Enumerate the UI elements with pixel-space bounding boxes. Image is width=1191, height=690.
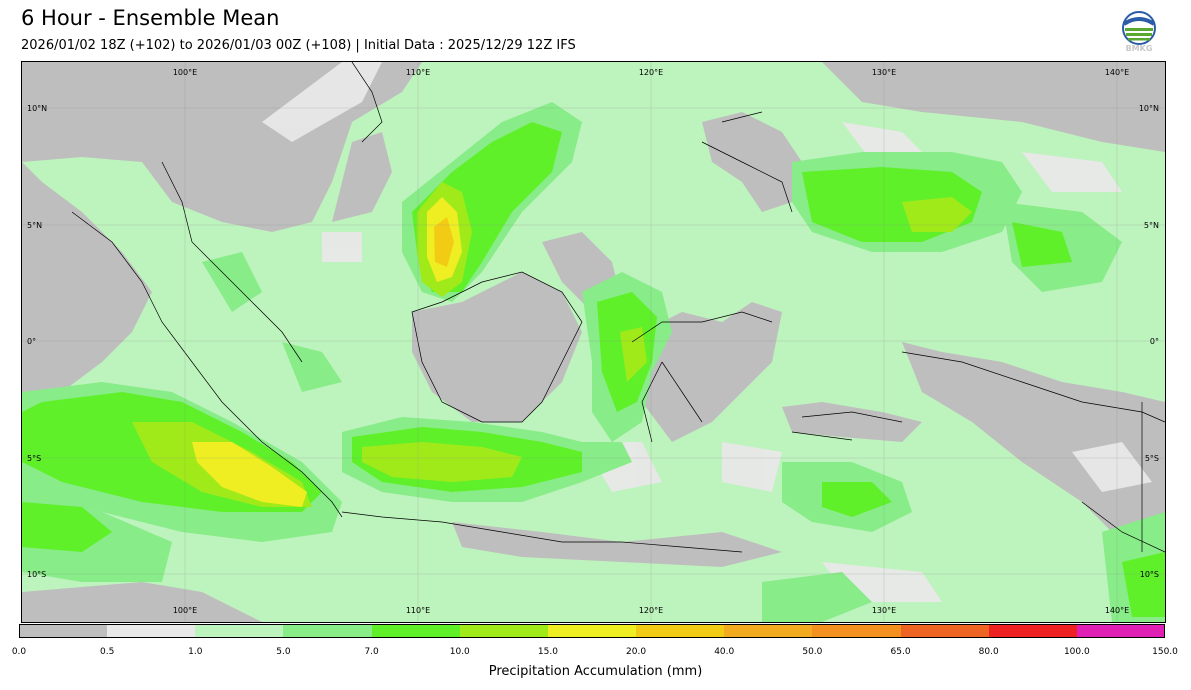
lat-label-right-0: 0° xyxy=(1150,337,1159,346)
colorbar-segment xyxy=(988,624,1078,638)
colorbar-tick-label: 80.0 xyxy=(978,647,999,657)
lon-label-top-100: 100°E xyxy=(173,68,197,77)
colorbar-segment xyxy=(547,624,637,638)
gold-areas xyxy=(434,217,454,267)
gridlines xyxy=(22,62,1165,622)
colorbar-tick-label: 65.0 xyxy=(890,647,911,657)
lon-label-top-110: 110°E xyxy=(406,68,430,77)
colorbar-segment xyxy=(283,624,373,638)
colorbar-tick-label: 20.0 xyxy=(626,647,647,657)
lon-label-top-130: 130°E xyxy=(872,68,896,77)
precipitation-map: 100°E 110°E 120°E 130°E 140°E 100°E 110°… xyxy=(21,61,1166,623)
colorbar-tick-label: 15.0 xyxy=(537,647,558,657)
colorbar-tick-label: 150.0 xyxy=(1152,647,1178,657)
lat-label-right-10s: 10°S xyxy=(1140,570,1159,579)
chart-subtitle: 2026/01/02 18Z (+102) to 2026/01/03 00Z … xyxy=(21,38,576,53)
colorbar-label: Precipitation Accumulation (mm) xyxy=(488,664,703,679)
lat-label-left-5n: 5°N xyxy=(27,221,42,230)
colorbar-segment xyxy=(900,624,990,638)
lat-label-left-10s: 10°S xyxy=(27,570,46,579)
colorbar xyxy=(19,624,1166,638)
chart-title: 6 Hour - Ensemble Mean xyxy=(21,6,280,30)
colorbar-tick-label: 100.0 xyxy=(1063,647,1090,657)
colorbar-tick-label: 5.0 xyxy=(276,647,291,657)
colorbar-segment xyxy=(19,624,108,638)
colorbar-segment xyxy=(636,624,725,638)
colorbar-segment xyxy=(812,624,902,638)
lat-label-right-5n: 5°N xyxy=(1144,221,1159,230)
lat-label-left-5s: 5°S xyxy=(27,454,41,463)
lat-label-right-10n: 10°N xyxy=(1139,104,1159,113)
colorbar-tick-label: 0.0 xyxy=(11,647,27,657)
lat-label-left-0: 0° xyxy=(27,337,36,346)
colorbar-segment xyxy=(195,624,284,638)
colorbar-tick-label: 50.0 xyxy=(802,647,823,657)
colorbar-segment xyxy=(724,624,813,638)
lat-label-right-5s: 5°S xyxy=(1145,454,1159,463)
coastlines xyxy=(71,62,1165,553)
lon-label-bottom-130: 130°E xyxy=(872,606,896,615)
colorbar-segment xyxy=(1076,624,1166,638)
colorbar-tick-label: 0.5 xyxy=(99,647,115,657)
colorbar-tick-label: 10.0 xyxy=(449,647,470,657)
colorbar-segment xyxy=(371,624,461,638)
colorbar-segment xyxy=(459,624,549,638)
lon-label-bottom-100: 100°E xyxy=(173,606,197,615)
colorbar-tick-label: 7.0 xyxy=(364,647,379,657)
colorbar-segment xyxy=(107,624,196,638)
lon-label-bottom-110: 110°E xyxy=(406,606,430,615)
lat-label-left-10n: 10°N xyxy=(27,104,47,113)
logo-text: BMKG xyxy=(1125,44,1153,53)
lon-label-top-120: 120°E xyxy=(639,68,663,77)
colorbar-tick-label: 1.0 xyxy=(188,647,203,657)
lon-label-bottom-140: 140°E xyxy=(1105,606,1129,615)
lon-label-top-140: 140°E xyxy=(1105,68,1129,77)
lon-label-bottom-120: 120°E xyxy=(639,606,663,615)
colorbar-tick-label: 40.0 xyxy=(714,647,735,657)
low-precip-areas xyxy=(22,62,1165,622)
